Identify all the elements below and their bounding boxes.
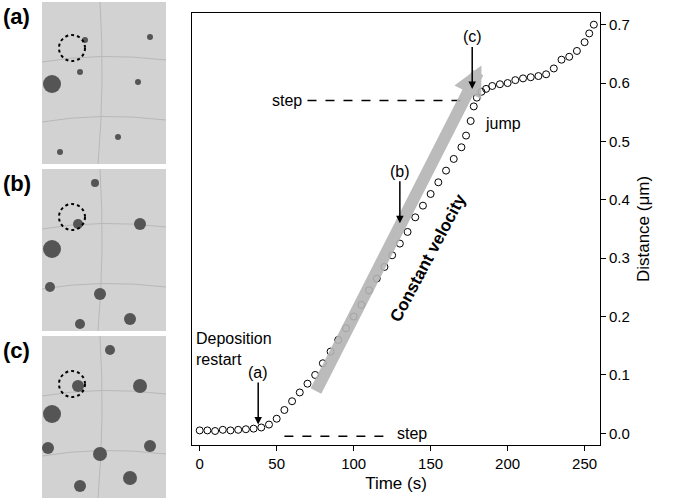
svg-text:250: 250 [572, 455, 597, 472]
svg-text:0.6: 0.6 [609, 74, 630, 91]
svg-text:(c): (c) [463, 28, 482, 45]
svg-text:Depositionrestart: Depositionrestart [196, 330, 272, 368]
html-text:(c): (c) [3, 338, 30, 363]
svg-text:0: 0 [196, 455, 204, 472]
svg-text:0.4: 0.4 [609, 191, 630, 208]
svg-text:150: 150 [418, 455, 443, 472]
svg-text:0.3: 0.3 [609, 249, 630, 266]
html-text:(b): (b) [3, 171, 32, 196]
svg-text:0.7: 0.7 [609, 16, 630, 33]
svg-text:0.0: 0.0 [609, 425, 630, 442]
svg-text:step: step [272, 92, 302, 109]
svg-text:jump: jump [485, 115, 521, 132]
svg-text:200: 200 [495, 455, 520, 472]
svg-text:100: 100 [341, 455, 366, 472]
svg-text:(b): (b) [390, 163, 410, 180]
svg-text:Constant velocity: Constant velocity [386, 191, 470, 326]
html-text:(a): (a) [3, 4, 30, 29]
svg-text:50: 50 [268, 455, 285, 472]
svg-text:0.5: 0.5 [609, 133, 630, 150]
svg-text:Distance (μm): Distance (μm) [634, 176, 653, 282]
svg-text:0.1: 0.1 [609, 366, 630, 383]
svg-text:(a): (a) [248, 364, 268, 381]
svg-text:Time (s): Time (s) [365, 474, 427, 493]
svg-text:0.2: 0.2 [609, 308, 630, 325]
svg-text:step: step [397, 425, 427, 442]
